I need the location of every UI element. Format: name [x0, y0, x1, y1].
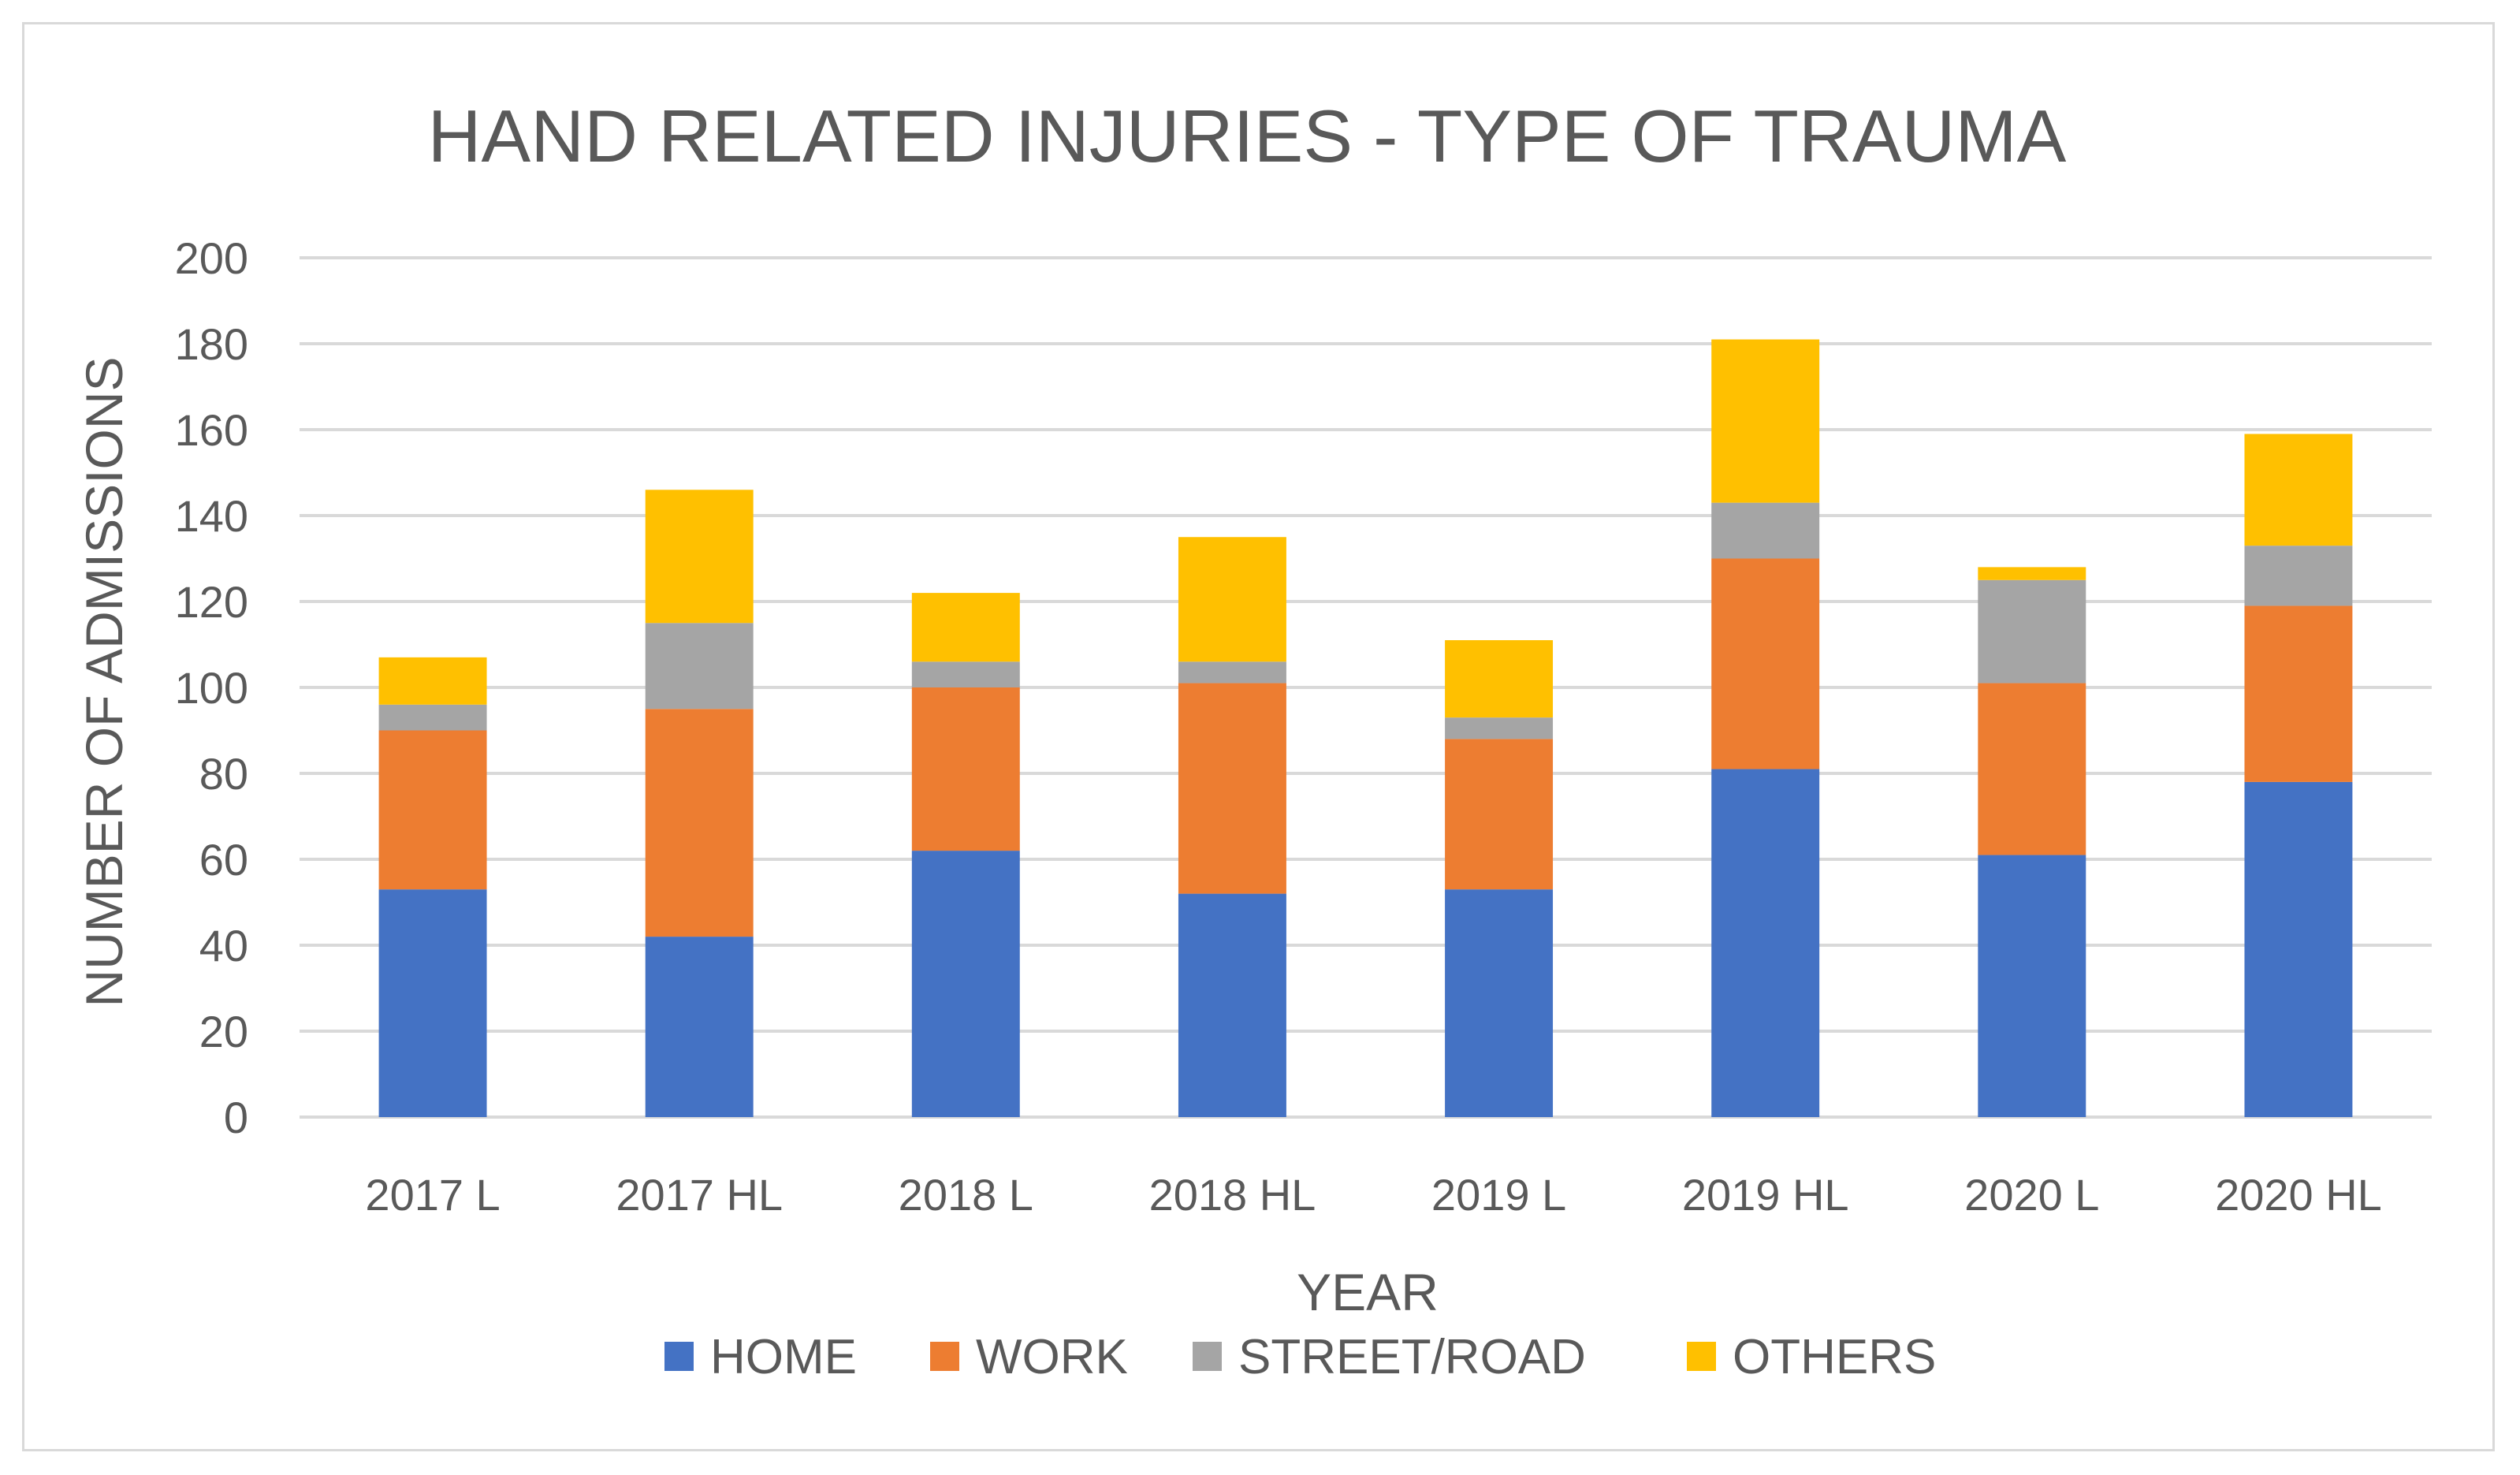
x-tick-label: 2020 HL — [2215, 1170, 2382, 1220]
legend-swatch — [664, 1342, 694, 1371]
bar-segment-others — [1711, 339, 1820, 503]
bar-segment-work — [1978, 683, 2086, 855]
legend-label: WORK — [976, 1330, 1128, 1384]
legend-label: HOME — [710, 1330, 857, 1384]
x-tick-label: 2020 L — [1964, 1170, 2099, 1220]
bar-segment-home — [1445, 889, 1554, 1117]
bar-segment-home — [911, 851, 1020, 1117]
y-tick-label: 120 — [175, 577, 248, 627]
y-tick-label: 80 — [199, 749, 248, 799]
y-tick-label: 140 — [175, 491, 248, 541]
x-tick-label: 2017 HL — [616, 1170, 783, 1220]
y-tick-label: 0 — [224, 1093, 248, 1142]
y-tick-label: 60 — [199, 835, 248, 885]
legend: HOME WORK STREET/ROAD OTHERS — [664, 1330, 1936, 1384]
bar-segment-street-road — [2244, 546, 2353, 606]
y-tick-label: 20 — [199, 1007, 248, 1056]
legend-swatch — [1193, 1342, 1222, 1371]
bar-segment-street-road — [1978, 579, 2086, 683]
chart-title: HAND RELATED INJURIES - TYPE OF TRAUMA — [428, 95, 2067, 177]
x-tick-label: 2019 L — [1431, 1170, 1566, 1220]
bar-segment-work — [1711, 558, 1820, 769]
bar-segment-street-road — [378, 704, 487, 731]
x-tick-label: 2018 HL — [1149, 1170, 1316, 1220]
y-tick-label: 180 — [175, 319, 248, 369]
bar-segment-work — [378, 730, 487, 890]
bar-segment-street-road — [1711, 502, 1820, 559]
bar-segment-home — [645, 937, 754, 1117]
x-tick-label: 2017 L — [365, 1170, 500, 1220]
bar-segment-others — [1445, 640, 1554, 718]
x-axis-title: YEAR — [1297, 1263, 1439, 1321]
bar-segment-others — [378, 657, 487, 705]
bar-segment-work — [645, 709, 754, 937]
bar-segment-home — [1178, 893, 1286, 1117]
x-tick-label: 2018 L — [899, 1170, 1033, 1220]
bar-segment-home — [2244, 781, 2353, 1117]
bars — [378, 339, 2353, 1117]
bar-segment-work — [1178, 683, 1286, 894]
bar-segment-work — [1445, 739, 1554, 890]
bar-segment-street-road — [1178, 661, 1286, 683]
bar-segment-street-road — [1445, 717, 1554, 739]
bar-segment-others — [2244, 434, 2353, 546]
bar-segment-home — [1711, 769, 1820, 1117]
y-tick-label: 200 — [175, 233, 248, 283]
bar-segment-work — [2244, 605, 2353, 782]
legend-swatch — [930, 1342, 959, 1371]
legend-label: STREET/ROAD — [1238, 1330, 1586, 1384]
y-axis-tick-labels: 0 20 40 60 80 100 120 140 160 180 200 — [175, 233, 248, 1142]
bar-segment-others — [645, 490, 754, 624]
gridlines — [300, 256, 2432, 1119]
bar-segment-others — [911, 593, 1020, 662]
y-axis-title: NUMBER OF ADMISSIONS — [75, 356, 133, 1007]
bar-segment-street-road — [645, 623, 754, 710]
bar-segment-others — [1178, 537, 1286, 662]
legend-label: OTHERS — [1733, 1330, 1936, 1384]
bar-segment-street-road — [911, 661, 1020, 687]
legend-swatch — [1687, 1342, 1716, 1371]
bar-segment-home — [378, 889, 487, 1117]
y-tick-label: 40 — [199, 921, 248, 970]
bar-segment-home — [1978, 855, 2086, 1117]
x-axis-tick-labels: 2017 L 2017 HL 2018 L 2018 HL 2019 L 2019 HL 2… — [365, 1170, 2381, 1220]
y-tick-label: 160 — [175, 405, 248, 455]
y-tick-label: 100 — [175, 663, 248, 713]
bar-segment-others — [1978, 567, 2086, 580]
bar-segment-work — [911, 687, 1020, 851]
x-tick-label: 2019 HL — [1682, 1170, 1849, 1220]
